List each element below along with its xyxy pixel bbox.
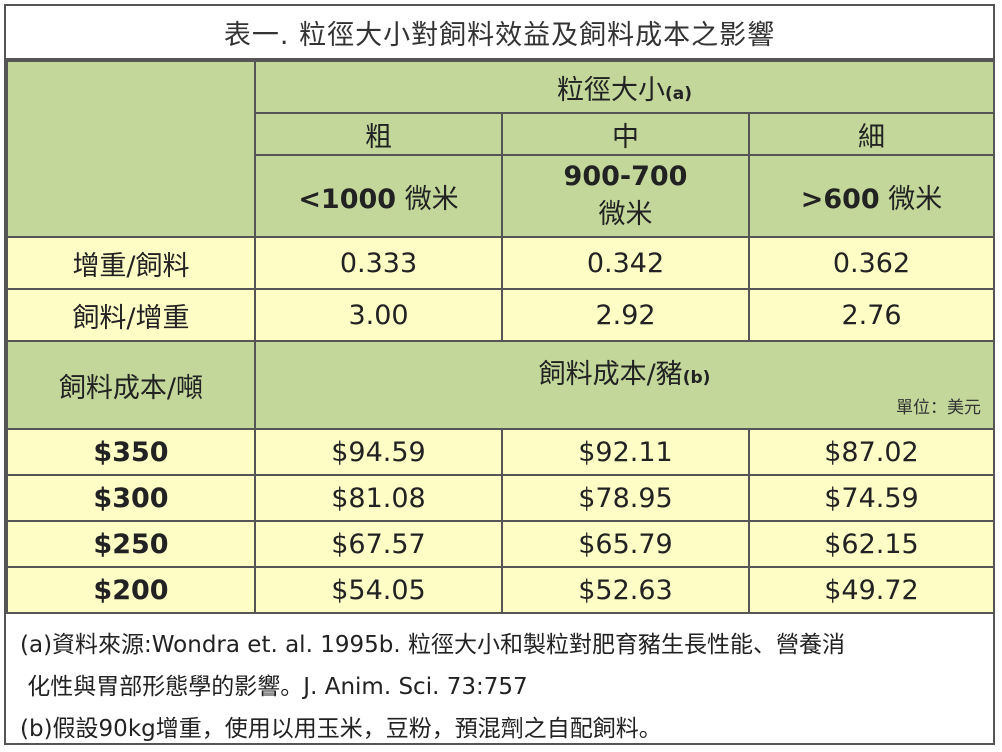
row-label-cost: $200 xyxy=(6,566,256,614)
range-unit: 微米 xyxy=(598,199,653,230)
table-cell: $78.95 xyxy=(501,474,750,522)
range-unit: 微米 xyxy=(888,183,943,215)
range-unit: 微米 xyxy=(404,183,459,215)
table-cell: 3.00 xyxy=(254,288,503,342)
row-label-gain-per-feed: 增重/飼料 xyxy=(6,236,256,290)
row-label-cost: $300 xyxy=(6,474,256,522)
table-title: 表一. 粒徑大小對飼料效益及飼料成本之影響 xyxy=(6,6,993,60)
table-cell: $94.59 xyxy=(254,428,503,476)
footnote-a-line1: (a)資料來源:Wondra et. al. 1995b. 粒徑大小和製粒對肥育… xyxy=(20,632,845,658)
range-medium: 900-700 微米 xyxy=(501,154,750,238)
unit-label: 單位：美元 xyxy=(896,398,981,418)
table-cell: $49.72 xyxy=(748,566,995,614)
corner-cell xyxy=(6,60,256,238)
range-value: >600 xyxy=(800,183,880,215)
table-cell: $62.15 xyxy=(748,520,995,568)
table-cell: 0.333 xyxy=(254,236,503,290)
range-value: 900-700 xyxy=(563,161,688,192)
cost-per-ton-header: 飼料成本/噸 xyxy=(6,340,256,430)
col-header-coarse: 粗 xyxy=(254,112,503,156)
table-cell: $65.79 xyxy=(501,520,750,568)
table-cell: 2.92 xyxy=(501,288,750,342)
table-cell: 2.76 xyxy=(748,288,995,342)
col-header-medium: 中 xyxy=(501,112,750,156)
footnote-a-line2: 化性與胃部形態學的影響。J. Anim. Sci. 73:757 xyxy=(20,674,528,700)
table-cell: 0.342 xyxy=(501,236,750,290)
table-cell: $74.59 xyxy=(748,474,995,522)
range-value: <1000 xyxy=(298,183,397,215)
cost-group-label: 飼料成本/豬 xyxy=(538,359,683,390)
row-label-cost: $250 xyxy=(6,520,256,568)
data-table: 粒徑大小(a) 粗 中 細 <1000 微米 900-700 微米 >600 微米… xyxy=(6,60,995,614)
table-cell: $67.57 xyxy=(254,520,503,568)
range-coarse: <1000 微米 xyxy=(254,154,503,238)
table-cell: $52.63 xyxy=(501,566,750,614)
size-group-header: 粒徑大小(a) xyxy=(254,60,995,114)
table-frame: 表一. 粒徑大小對飼料效益及飼料成本之影響 粒徑大小(a) 粗 中 細 <100… xyxy=(4,4,995,745)
size-note: (a) xyxy=(664,83,692,104)
footnotes: (a)資料來源:Wondra et. al. 1995b. 粒徑大小和製粒對肥育… xyxy=(6,614,993,750)
range-fine: >600 微米 xyxy=(748,154,995,238)
table-cell: $87.02 xyxy=(748,428,995,476)
footnote-b: (b)假設90kg增重，使用以用玉米，豆粉，預混劑之自配飼料。 xyxy=(20,716,662,742)
table-cell: $54.05 xyxy=(254,566,503,614)
cost-group-note: (b) xyxy=(682,368,711,388)
size-label: 粒徑大小 xyxy=(556,74,665,106)
table-cell: $81.08 xyxy=(254,474,503,522)
table-cell: 0.362 xyxy=(748,236,995,290)
table-cell: $92.11 xyxy=(501,428,750,476)
row-label-cost: $350 xyxy=(6,428,256,476)
row-label-feed-per-gain: 飼料/增重 xyxy=(6,288,256,342)
cost-per-pig-header: 飼料成本/豬(b) 單位：美元 xyxy=(254,340,995,430)
col-header-fine: 細 xyxy=(748,112,995,156)
